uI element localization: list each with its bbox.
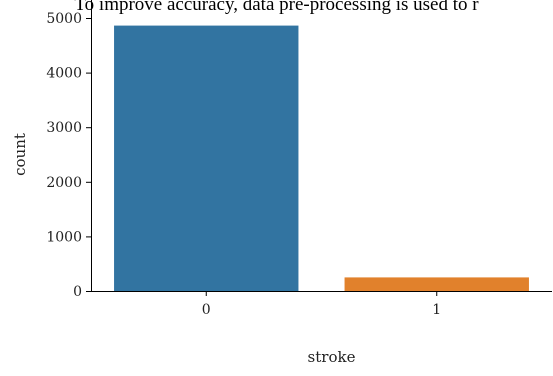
x-axis-label: stroke (308, 348, 356, 366)
y-tick-label: 0 (73, 284, 82, 300)
y-tick-label: 4000 (46, 66, 82, 82)
y-tick-label: 1000 (46, 229, 82, 245)
caption-text-fragment: To improve accuracy, data pre-processing… (74, 0, 479, 15)
y-tick-label: 2000 (46, 175, 82, 191)
y-tick-label: 5000 (46, 11, 82, 27)
bars-layer (114, 25, 529, 292)
y-axis-ticks: 0 1000 2000 3000 4000 5000 (46, 11, 91, 300)
x-tick-label: 0 (202, 302, 211, 318)
y-axis-label: count (11, 133, 29, 176)
x-tick-label: 1 (432, 302, 441, 318)
bar-stroke-1 (344, 277, 529, 291)
y-tick-label: 3000 (46, 120, 82, 136)
bar-stroke-0 (114, 25, 299, 292)
